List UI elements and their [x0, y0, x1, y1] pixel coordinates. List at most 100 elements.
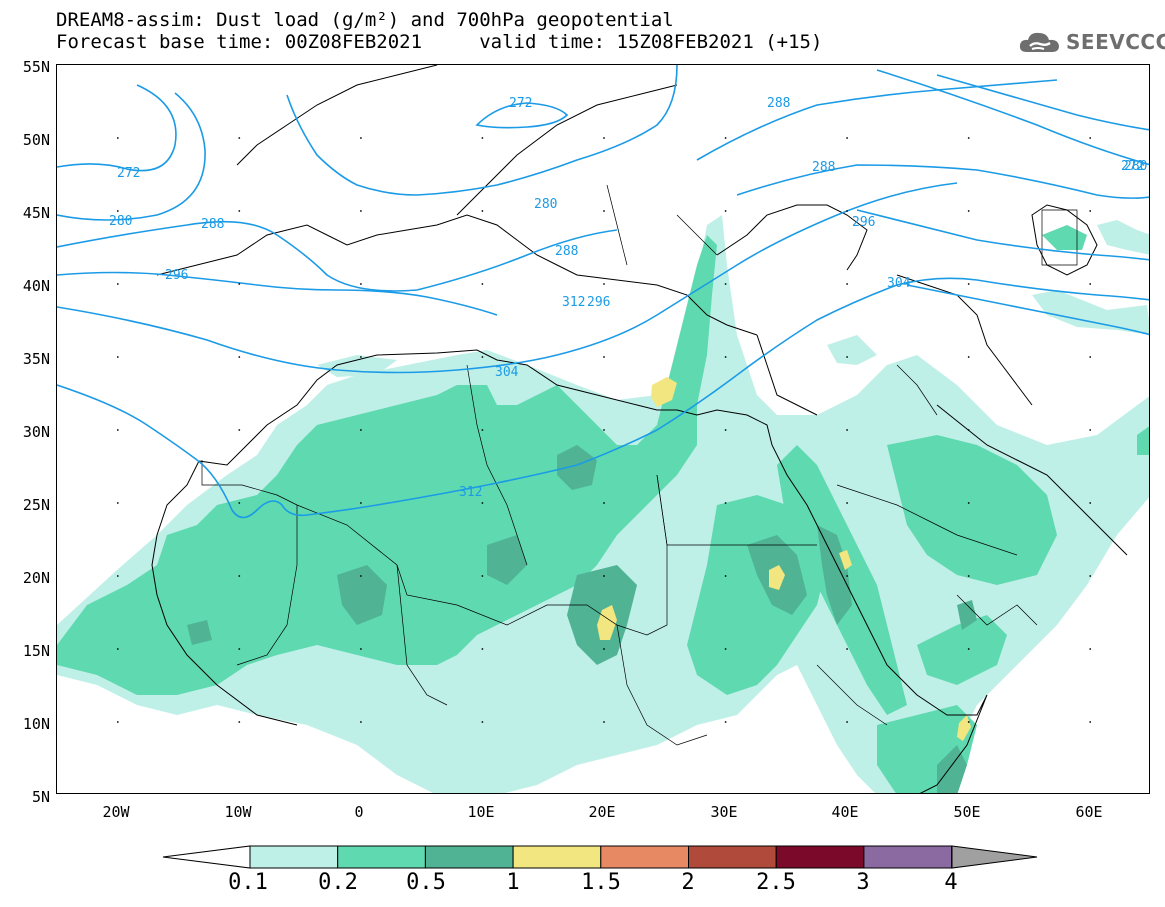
isoline-label: 280 — [534, 197, 557, 212]
graticule-dot — [724, 648, 727, 650]
lat-label: 20N — [22, 569, 50, 587]
graticule-dot — [1089, 283, 1092, 285]
colorbar-box — [688, 845, 777, 869]
graticule-dot — [967, 137, 970, 139]
colorbar-box — [600, 845, 689, 869]
graticule-dot — [360, 429, 362, 431]
graticule-dot — [846, 429, 848, 431]
lon-label: 10E — [467, 803, 495, 821]
colorbar-box — [424, 845, 514, 869]
lon-label: 20W — [102, 803, 130, 821]
lat-label: 50N — [22, 131, 50, 149]
graticule-dot — [116, 648, 119, 650]
colorbar-box — [512, 845, 602, 869]
graticule-dot — [116, 575, 119, 577]
graticule-dot — [360, 502, 362, 504]
graticule-dot — [481, 210, 484, 212]
graticule-dot — [360, 210, 362, 212]
forecast-time-line: Forecast base time: 00Z08FEB2021 valid t… — [56, 31, 823, 53]
graticule-dot — [846, 283, 848, 285]
graticule-dot — [238, 356, 241, 358]
dust-map: 272 272 280 288 296 288 280 288 296 304 … — [57, 65, 1149, 793]
graticule-dot — [846, 356, 848, 358]
graticule-dot — [603, 575, 605, 577]
graticule-dot — [846, 648, 848, 650]
graticule-dot — [360, 137, 362, 139]
colorbar-box — [863, 845, 953, 869]
graticule-dot — [360, 575, 362, 577]
colorbar-under-arrow — [162, 845, 251, 869]
isoline-label: 288 — [201, 217, 224, 232]
logo-text: SEEVCCC — [1066, 30, 1165, 54]
graticule-dot — [967, 648, 970, 650]
graticule-dot — [846, 502, 848, 504]
graticule-dot — [116, 429, 119, 431]
graticule-dot — [846, 210, 848, 212]
graticule-dot — [116, 502, 119, 504]
colorbar-tick: 0.2 — [318, 870, 358, 895]
graticule-dot — [116, 210, 119, 212]
lon-label: 30E — [710, 803, 738, 821]
lat-label: 5N — [31, 788, 50, 806]
isoline-label: 288 — [555, 244, 578, 259]
graticule-dot — [1089, 210, 1092, 212]
dust-colorbar — [162, 845, 1038, 869]
graticule-dot — [603, 137, 605, 139]
graticule-dot — [724, 283, 727, 285]
isoline-labels: 272 272 280 288 296 288 280 288 296 304 … — [109, 96, 1147, 500]
graticule-dot — [238, 137, 241, 139]
graticule-dot — [1089, 137, 1092, 139]
graticule-dot — [967, 356, 970, 358]
isoline-label: 272 — [1121, 159, 1144, 174]
graticule-dot — [724, 721, 727, 723]
graticule-dot — [967, 283, 970, 285]
colorbar-boxes — [249, 845, 953, 869]
colorbar-box — [337, 845, 426, 869]
graticule-dot — [481, 356, 484, 358]
graticule-dot — [967, 721, 970, 723]
graticule-dot — [360, 356, 362, 358]
isoline-label: 312 — [459, 485, 482, 500]
graticule-dot — [481, 429, 484, 431]
lon-label: 0 — [354, 803, 364, 821]
isoline-label: 280 — [109, 214, 132, 229]
lat-label: 10N — [22, 715, 50, 733]
isoline-label: 296 — [587, 295, 610, 310]
graticule-dot — [724, 575, 727, 577]
graticule-dot — [481, 137, 484, 139]
graticule-dot — [481, 283, 484, 285]
graticule-dot — [724, 210, 727, 212]
graticule-dot — [967, 210, 970, 212]
graticule-dot — [724, 137, 727, 139]
graticule-dot — [724, 429, 727, 431]
graticule-dot — [967, 575, 970, 577]
lon-label: 60E — [1075, 803, 1103, 821]
graticule-dot — [360, 721, 362, 723]
graticule-dot — [481, 721, 484, 723]
lat-label: 40N — [22, 277, 50, 295]
cloud-icon — [1019, 32, 1059, 52]
graticule — [116, 137, 1092, 723]
dust-band-high — [597, 377, 971, 741]
colorbar-tick: 2.5 — [756, 870, 796, 895]
lat-label: 15N — [22, 642, 50, 660]
colorbar-tick: 0.1 — [228, 870, 268, 895]
graticule-dot — [846, 575, 848, 577]
graticule-dot — [1089, 356, 1092, 358]
geopotential-isolines — [57, 65, 1149, 519]
lon-label: 10W — [224, 803, 252, 821]
graticule-dot — [1089, 648, 1092, 650]
colorbar-box — [775, 845, 865, 869]
graticule-dot — [481, 575, 484, 577]
graticule-dot — [846, 721, 848, 723]
graticule-dot — [1089, 429, 1092, 431]
graticule-dot — [967, 502, 970, 504]
isoline-label: 272 — [117, 166, 140, 181]
lon-label: 50E — [953, 803, 981, 821]
lon-label: 20E — [588, 803, 616, 821]
graticule-dot — [116, 356, 119, 358]
graticule-dot — [238, 575, 241, 577]
graticule-dot — [481, 648, 484, 650]
graticule-dot — [603, 721, 605, 723]
colorbar-tick: 3 — [856, 870, 870, 895]
